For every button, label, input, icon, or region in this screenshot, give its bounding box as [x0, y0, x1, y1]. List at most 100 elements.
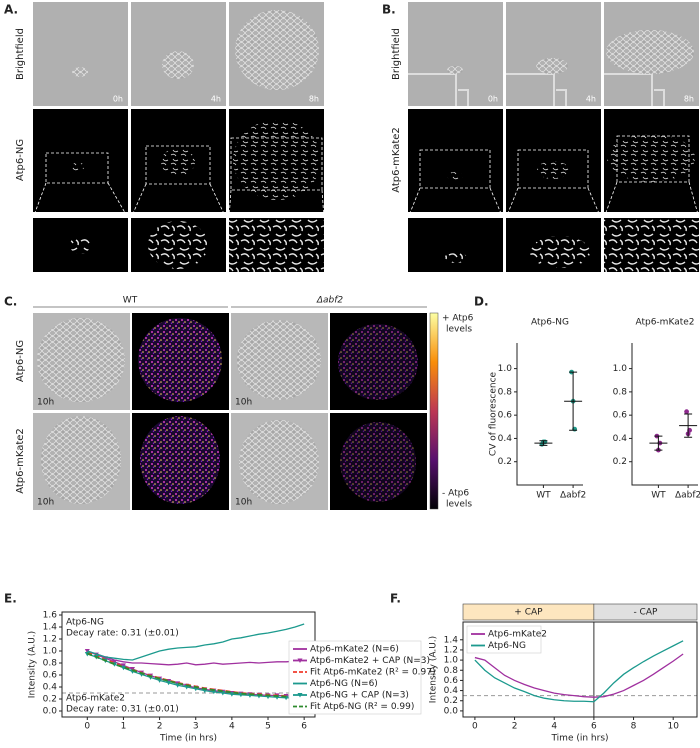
y-tick-label: 1.0: [444, 656, 459, 666]
time-label: 4h: [586, 95, 596, 104]
x-tick-label: 6: [301, 722, 307, 732]
zoom-guides: [32, 137, 325, 219]
y-axis-label: Intensity (A.U.): [28, 631, 38, 698]
signal: [607, 134, 695, 182]
cells: [606, 30, 694, 74]
y-tick-label: 0.8: [498, 387, 513, 397]
error-bar: [654, 435, 663, 451]
y-tick-label: 1.4: [43, 623, 58, 633]
x-tick-label: 10: [667, 722, 679, 732]
panel-label: F.: [390, 592, 401, 606]
series-line: [474, 653, 684, 698]
x-tick-label: 3: [193, 722, 199, 732]
panel-label: B.: [382, 3, 396, 17]
y-tick-label: 0.2: [613, 457, 627, 467]
legend-label: Atp6-NG: [488, 641, 526, 651]
legend-label: Atp6-mKate2 + CAP (N=3): [310, 656, 430, 666]
x-tick-label: 5: [265, 722, 271, 732]
time-label: 8h: [684, 95, 694, 104]
x-tick-label: 1: [121, 722, 127, 732]
y-tick-label: 0.6: [43, 671, 58, 681]
y-tick-label: 0.6: [613, 411, 628, 421]
panel-b: B. Brightfield Atp6-mKate2 0h 4h 8h: [382, 2, 700, 272]
cells: [237, 320, 321, 400]
y-tick-label: 0.6: [498, 411, 513, 421]
cells: [37, 318, 125, 402]
image: [408, 109, 503, 212]
column-label: Δabf2: [316, 296, 344, 306]
series-line: [86, 652, 305, 699]
row-label: Atp6-mKate2: [391, 127, 402, 193]
row-label: Brightfield: [391, 28, 402, 80]
marker: [120, 665, 126, 671]
panel-label: D.: [474, 295, 489, 309]
plot-frame: [462, 621, 698, 718]
time-label: 10h: [235, 498, 252, 508]
x-tick-label: WT: [536, 491, 551, 501]
y-tick-label: 0.4: [613, 434, 628, 444]
legend-label: Atp6-NG (N=6): [310, 679, 378, 689]
image: [604, 218, 699, 272]
panel-a: A. Brightfield Atp6-NG 0h 4h 8h: [4, 2, 325, 272]
series-line: [474, 640, 684, 703]
y-tick-label: 0.2: [43, 695, 57, 705]
y-tick-label: 0.0: [444, 706, 459, 716]
legend-label: Atp6-mKate2: [488, 630, 547, 640]
signal: [340, 422, 416, 502]
colorbar-label: levels: [446, 325, 472, 335]
legend-box: [288, 640, 422, 715]
marker: [211, 689, 217, 695]
column-label: WT: [123, 296, 138, 306]
x-tick-label: 0: [84, 722, 90, 732]
x-axis-label: Time (in hrs): [159, 734, 217, 744]
image: [33, 2, 128, 106]
chart-title: Atp6-mKate2: [635, 318, 694, 328]
legend-label: Atp6-NG + CAP (N=3): [310, 691, 409, 701]
signal: [148, 221, 208, 269]
time-label: 4h: [211, 95, 221, 104]
signal: [447, 172, 463, 180]
y-tick-label: 0.2: [498, 457, 512, 467]
signal: [138, 318, 222, 402]
y-tick-label: 1.6: [43, 611, 58, 621]
y-tick-label: 1.0: [43, 647, 58, 657]
signal: [161, 148, 195, 176]
image: [33, 109, 128, 212]
y-tick-label: 1.2: [43, 635, 57, 645]
panel-label: A.: [4, 3, 18, 17]
error-bar: [569, 371, 578, 431]
cells: [72, 67, 88, 77]
error-bar: [684, 413, 693, 438]
time-label: 10h: [235, 398, 252, 408]
y-tick-label: 0.6: [444, 676, 459, 686]
y-tick-label: 0.4: [43, 683, 58, 693]
y-tick-label: 0.8: [444, 666, 459, 676]
cells: [41, 416, 121, 504]
x-tick-label: 8: [631, 722, 637, 732]
cells: [235, 10, 319, 90]
signal: [233, 120, 321, 200]
x-tick-label: 0: [472, 722, 478, 732]
x-tick-label: 6: [591, 722, 597, 732]
legend-box: [466, 625, 542, 654]
time-label: 10h: [37, 498, 54, 508]
time-label: 0h: [113, 95, 123, 104]
x-tick-label: 4: [551, 722, 557, 732]
series-line: [87, 650, 305, 666]
signal: [140, 416, 220, 504]
marker: [120, 663, 126, 668]
row-label: Brightfield: [15, 28, 26, 80]
signal: [72, 162, 84, 172]
point: [684, 409, 689, 415]
legend-label: Fit Atp6-mKate2 (R² = 0.97): [310, 668, 436, 678]
cells: [447, 66, 463, 74]
legend-marker: [297, 658, 303, 663]
colorbar-label: levels: [446, 500, 472, 510]
zoom-guides: [407, 135, 700, 219]
signal: [444, 253, 468, 263]
axis: [516, 343, 583, 486]
legend-marker: [297, 693, 303, 698]
phase-label: + CAP: [514, 608, 543, 618]
y-tick-label: 0.8: [43, 659, 58, 669]
